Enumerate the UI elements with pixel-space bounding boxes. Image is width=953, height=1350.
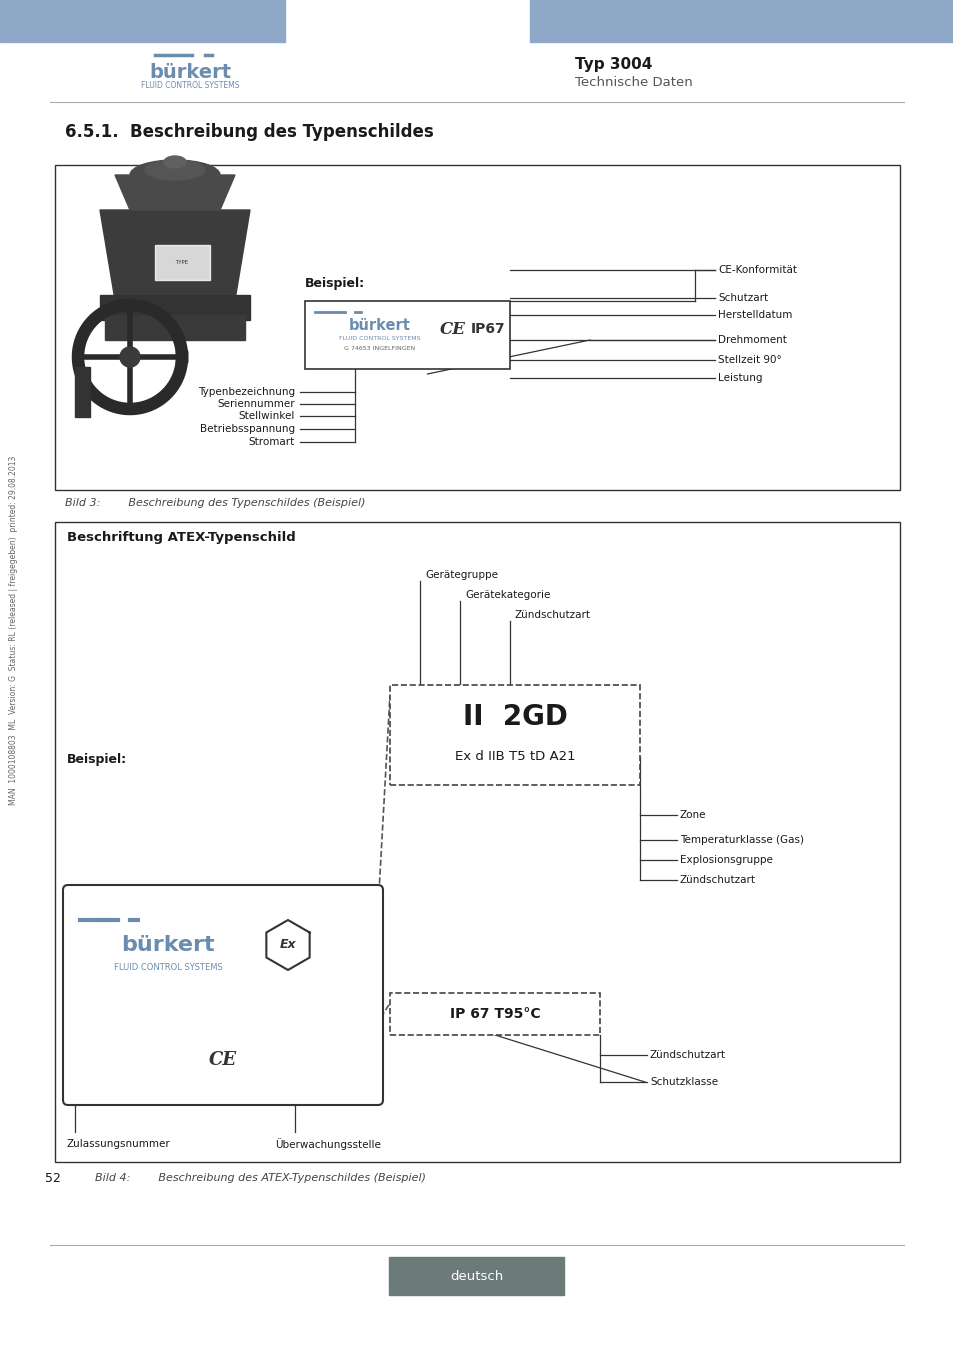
Text: Schutzart: Schutzart [718,293,767,302]
Text: Beispiel:: Beispiel: [67,753,127,767]
Text: Herstelldatum: Herstelldatum [718,310,792,320]
Bar [389,1257,564,1295]
Text: Überwachungsstelle: Überwachungsstelle [274,1138,380,1150]
Text: FLUID CONTROL SYSTEMS: FLUID CONTROL SYSTEMS [113,964,222,972]
Text: IP67: IP67 [470,323,505,336]
Bar [105,315,245,340]
Text: Bild 3:        Beschreibung des Typenschildes (Beispiel): Bild 3: Beschreibung des Typenschildes (… [65,498,365,508]
Text: Technische Daten: Technische Daten [575,77,692,89]
Text: Stromart: Stromart [249,437,294,447]
Polygon shape [100,211,250,300]
Text: Ex: Ex [279,938,296,952]
Text: Typ 3004: Typ 3004 [575,58,652,73]
Bar [530,0,953,42]
Text: MAN  1000108803  ML  Version: G  Status: RL (released | freigegeben)  printed: 2: MAN 1000108803 ML Version: G Status: RL … [10,455,18,805]
Text: deutsch: deutsch [450,1269,503,1282]
Text: 6.5.1.: 6.5.1. [65,123,118,140]
Text: bürkert: bürkert [349,317,411,332]
Text: Gerätegruppe: Gerätegruppe [424,570,497,580]
Text: CE-Konformität: CE-Konformität [718,265,796,275]
Bar [154,244,210,279]
Text: Schutzklasse: Schutzklasse [649,1077,718,1087]
Text: Betriebsspannung: Betriebsspannung [200,424,294,433]
Text: Seriennummer: Seriennummer [217,400,294,409]
Bar [390,684,639,784]
Text: Zündschutzart: Zündschutzart [515,610,590,620]
Polygon shape [115,176,234,211]
Text: Zulassungsnummer: Zulassungsnummer [67,1139,171,1149]
Text: FLUID CONTROL SYSTEMS: FLUID CONTROL SYSTEMS [141,81,239,90]
Bar [305,301,510,369]
Ellipse shape [145,161,205,180]
Text: Zone: Zone [679,810,706,819]
FancyBboxPatch shape [63,886,382,1106]
Text: Leistung: Leistung [718,373,761,383]
Text: Beispiel:: Beispiel: [305,278,365,290]
Text: Stellzeit 90°: Stellzeit 90° [718,355,781,364]
Text: Typenbezeichnung: Typenbezeichnung [197,387,294,397]
Text: Stellwinkel: Stellwinkel [238,410,294,421]
Text: Drehmoment: Drehmoment [718,335,786,346]
Text: CE: CE [439,320,465,338]
Text: 52: 52 [45,1172,61,1184]
Circle shape [120,347,140,367]
Ellipse shape [164,157,186,167]
Bar [0,0,285,42]
Text: Beschreibung des Typenschildes: Beschreibung des Typenschildes [130,123,434,140]
Text: G 74653 INGELFINGEN: G 74653 INGELFINGEN [344,347,416,351]
Text: Ex d IIB T5 tD A21: Ex d IIB T5 tD A21 [455,751,575,764]
Text: Gerätekategorie: Gerätekategorie [464,590,550,599]
Bar [75,367,90,417]
Ellipse shape [130,161,220,190]
Text: bürkert: bürkert [121,936,214,954]
Text: Zündschutzart: Zündschutzart [649,1050,725,1060]
Text: Beschriftung ATEX-Typenschild: Beschriftung ATEX-Typenschild [67,531,295,544]
Text: Zündschutzart: Zündschutzart [679,875,755,886]
Text: Explosionsgruppe: Explosionsgruppe [679,855,772,865]
Text: Temperaturklasse (Gas): Temperaturklasse (Gas) [679,836,803,845]
Text: IP 67 T95°C: IP 67 T95°C [449,1007,539,1021]
Bar [55,165,899,490]
Text: bürkert: bürkert [149,62,231,81]
Text: TYPE: TYPE [175,259,189,265]
Bar [55,522,899,1162]
Text: CE: CE [209,1052,236,1069]
Bar [390,994,599,1035]
Text: FLUID CONTROL SYSTEMS: FLUID CONTROL SYSTEMS [339,336,420,340]
Text: Bild 4:        Beschreibung des ATEX-Typenschildes (Beispiel): Bild 4: Beschreibung des ATEX-Typenschil… [95,1173,426,1183]
Bar [100,296,250,320]
Text: II  2GD: II 2GD [462,703,567,730]
